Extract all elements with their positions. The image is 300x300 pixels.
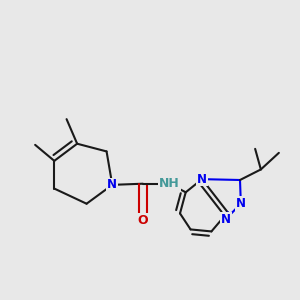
Text: N: N	[197, 172, 207, 186]
Text: NH: NH	[159, 177, 180, 190]
Text: N: N	[107, 178, 117, 191]
Text: O: O	[137, 214, 148, 227]
Text: N: N	[221, 213, 231, 226]
Text: N: N	[236, 197, 246, 210]
